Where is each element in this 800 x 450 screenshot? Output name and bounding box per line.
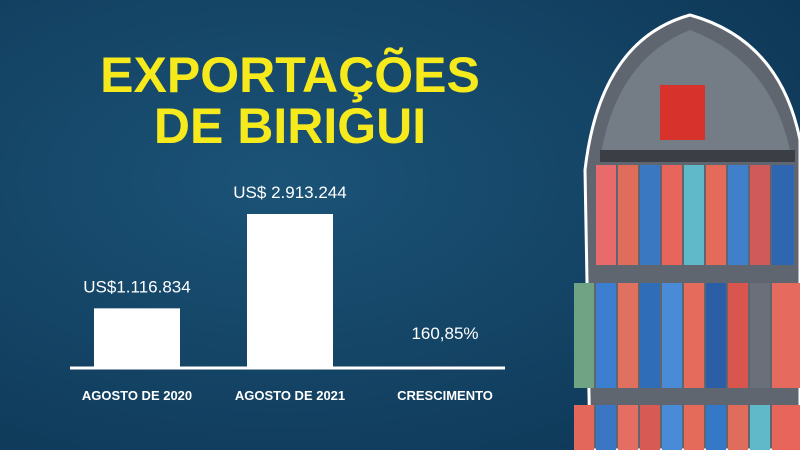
bar — [94, 308, 180, 367]
chart-subtitle: DE BIRIGUI — [154, 98, 426, 154]
value-label: 160,85% — [411, 324, 478, 343]
x-tick-label: AGOSTO DE 2020 — [82, 388, 192, 403]
bar — [247, 213, 333, 367]
x-tick-label: AGOSTO DE 2021 — [235, 388, 345, 403]
value-label: US$1.116.834 — [83, 277, 190, 296]
chart-title: EXPORTAÇÕES — [100, 46, 480, 103]
x-tick-label: CRESCIMENTO — [397, 388, 493, 403]
value-label: US$ 2.913.244 — [233, 183, 346, 202]
ship — [574, 13, 800, 450]
